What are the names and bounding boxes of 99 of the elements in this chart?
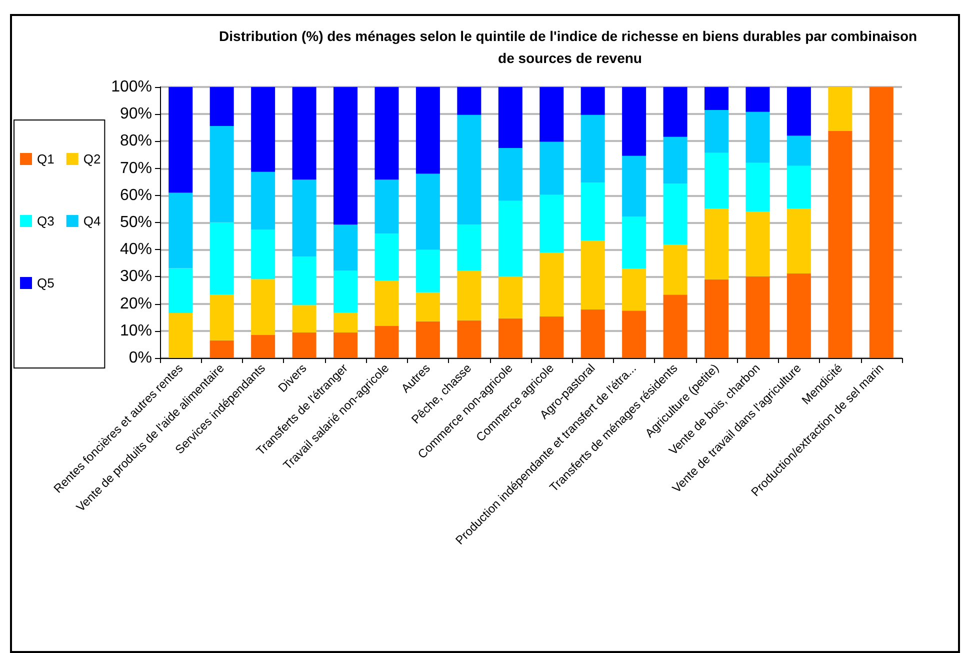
bar <box>168 313 193 358</box>
bar <box>457 270 482 320</box>
bar <box>663 136 688 184</box>
bar <box>334 224 358 270</box>
bar <box>704 87 728 110</box>
bar <box>292 332 316 358</box>
bar <box>746 112 770 163</box>
bar <box>374 326 399 358</box>
y-tick-label: 20% <box>120 295 152 312</box>
bar <box>828 87 852 131</box>
bar <box>746 212 770 276</box>
bar <box>663 294 688 358</box>
bar <box>498 318 522 358</box>
bar <box>663 244 688 295</box>
bar <box>540 194 564 253</box>
bar <box>334 312 358 333</box>
bar <box>498 87 522 148</box>
bar <box>786 273 811 358</box>
bar <box>828 130 852 358</box>
bar <box>540 316 564 358</box>
legend-label: Q4 <box>83 214 101 228</box>
bar <box>704 208 728 280</box>
bar <box>869 87 894 358</box>
bar <box>622 268 646 311</box>
bar <box>457 87 482 115</box>
bar <box>786 136 811 166</box>
legend-label: Q3 <box>37 214 54 228</box>
bar <box>622 216 646 269</box>
bar <box>622 87 646 156</box>
bar <box>210 126 234 222</box>
bar <box>622 156 646 217</box>
bar <box>498 148 522 201</box>
bar <box>457 224 482 270</box>
bar <box>416 250 440 292</box>
bar <box>786 87 811 136</box>
y-tick-label: 100% <box>111 78 152 96</box>
bar <box>580 114 605 183</box>
legend-label: Q5 <box>37 276 54 290</box>
bar <box>374 280 399 326</box>
y-tick-label: 50% <box>120 214 152 231</box>
bar <box>374 234 399 280</box>
bar <box>251 334 276 358</box>
bar <box>251 172 276 230</box>
bar <box>580 87 605 115</box>
bar <box>334 332 358 358</box>
y-tick-label: 40% <box>120 241 152 258</box>
bar <box>416 292 440 322</box>
y-tick-label: 10% <box>120 322 152 340</box>
bar <box>457 320 482 358</box>
bar <box>416 321 440 358</box>
bar <box>540 87 564 142</box>
y-tick-label: 60% <box>120 186 152 204</box>
bar <box>210 294 234 340</box>
bar <box>746 276 770 358</box>
legend-label: Q1 <box>37 152 54 166</box>
bar <box>704 152 728 209</box>
bar <box>416 87 440 174</box>
bar <box>416 174 440 250</box>
legend-label: Q2 <box>83 152 101 166</box>
bar <box>540 252 564 317</box>
bar <box>580 309 605 358</box>
bar <box>168 192 193 268</box>
bar <box>251 87 276 172</box>
bar <box>498 276 522 318</box>
bar <box>746 162 770 212</box>
bar <box>168 87 193 193</box>
bar <box>292 87 316 180</box>
bar <box>622 310 646 358</box>
bar <box>704 110 728 153</box>
y-tick-label: 90% <box>120 106 152 123</box>
y-tick-label: 80% <box>120 132 152 150</box>
bar <box>292 256 316 306</box>
bar <box>210 222 234 295</box>
bar <box>210 87 234 126</box>
bar <box>292 305 316 333</box>
bar <box>334 87 358 225</box>
bar <box>746 87 770 112</box>
bar <box>704 279 728 358</box>
bar <box>251 230 276 280</box>
bar <box>374 180 399 234</box>
y-tick-label: 70% <box>120 160 152 177</box>
bar <box>580 182 605 241</box>
bar <box>334 270 358 312</box>
bar <box>457 114 482 225</box>
bar <box>374 87 399 180</box>
bar <box>580 240 605 310</box>
bar <box>663 87 688 137</box>
bar <box>786 208 811 274</box>
bar <box>498 200 522 276</box>
bar <box>168 268 193 314</box>
bar <box>292 180 316 257</box>
chart-title: Distribution (%) des ménages selon le quintile de l'indice de richesse en biens durables par combinaison de sources de revenu <box>219 28 921 66</box>
y-tick-label: 0% <box>128 350 152 366</box>
bar <box>210 340 234 358</box>
bar <box>663 184 688 245</box>
bar <box>786 166 811 209</box>
y-tick-label: 30% <box>120 268 152 286</box>
bar <box>251 279 276 335</box>
bar <box>540 142 564 195</box>
